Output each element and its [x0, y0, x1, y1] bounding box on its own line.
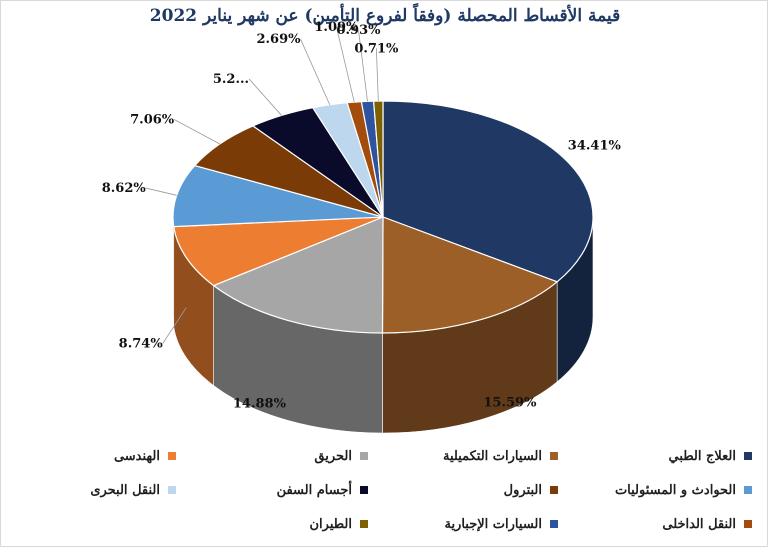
- slice-3-data-label: 14.88%: [233, 396, 287, 411]
- legend-item-3: الحريق: [314, 446, 368, 466]
- legend-label: الهندسى: [113, 448, 160, 464]
- slice-4-leader-line: [162, 307, 187, 344]
- slice-1-top: [382, 100, 594, 283]
- slice-5-top: [172, 164, 384, 228]
- chart-legend: العلاج الطبي السيارات التكميلية الحريق الهن…: [0, 440, 770, 540]
- legend-swatch: [744, 486, 752, 494]
- legend-item-2: السيارات التكميلية: [443, 446, 558, 466]
- legend-item-8: النقل البحرى: [90, 480, 176, 500]
- legend-label: السيارات التكميلية: [442, 448, 542, 464]
- legend-item-6: البترول: [504, 480, 558, 500]
- slice-6-leader-line: [173, 119, 221, 145]
- legend-label: النقل الداخلى: [662, 516, 736, 532]
- legend-swatch: [550, 520, 558, 528]
- slice-9-data-label: 1.09%: [314, 20, 359, 35]
- legend-item-1: العلاج الطبي: [668, 446, 752, 466]
- slice-5-side: [172, 216, 175, 327]
- legend-label: البترول: [503, 482, 542, 498]
- slice-5-data-label: 8.62%: [102, 181, 147, 196]
- slice-10-leader-line: [358, 30, 368, 102]
- slice-7-data-label: 5.2...: [213, 72, 249, 87]
- legend-label: العلاج الطبي: [668, 448, 736, 464]
- legend-label: الحريق: [314, 448, 352, 464]
- legend-swatch: [168, 486, 176, 494]
- slice-4-data-label: 8.74%: [119, 336, 164, 351]
- legend-label: الطيران: [309, 516, 353, 532]
- legend-swatch: [550, 486, 558, 494]
- legend-label: أجسام السفن: [276, 482, 352, 498]
- legend-swatch: [550, 452, 558, 460]
- legend-label: النقل البحرى: [90, 482, 160, 498]
- legend-swatch: [360, 452, 368, 460]
- slice-8-leader-line: [300, 38, 331, 105]
- slice-6-data-label: 7.06%: [130, 113, 175, 128]
- legend-item-7: أجسام السفن: [277, 480, 368, 500]
- slice-2-data-label: 15.59%: [483, 396, 537, 411]
- slice-3-top: [212, 216, 384, 334]
- legend-item-5: الحوادث و المسئوليات: [615, 480, 752, 500]
- slice-11-data-label: 0.71%: [354, 41, 399, 56]
- legend-item-4: الهندسى: [114, 446, 176, 466]
- slice-7-leader-line: [248, 78, 282, 116]
- legend-swatch: [744, 452, 752, 460]
- legend-swatch: [168, 452, 176, 460]
- legend-label: السيارات الإجبارية: [444, 516, 542, 532]
- slice-5-leader-line: [145, 187, 177, 196]
- slice-10-data-label: 0.93%: [336, 23, 381, 38]
- legend-label: الحوادث و المسئوليات: [614, 482, 736, 498]
- slice-11-leader-line: [375, 48, 379, 102]
- legend-item-9: النقل الداخلى: [662, 514, 752, 534]
- slice-11-top: [372, 100, 384, 218]
- slice-9-leader-line: [336, 26, 355, 103]
- legend-swatch: [360, 486, 368, 494]
- slice-1-data-label: 34.41%: [568, 139, 622, 154]
- legend-item-10: السيارات الإجبارية: [444, 514, 558, 534]
- chart-title: قيمة الأقساط المحصلة (وفقاً لفروع التأمي…: [149, 6, 621, 26]
- legend-swatch: [744, 520, 752, 528]
- slice-2-top: [381, 216, 559, 334]
- legend-item-11: الطيران: [309, 514, 368, 534]
- legend-swatch: [360, 520, 368, 528]
- slice-8-data-label: 2.69%: [256, 32, 301, 47]
- slice-4-top: [173, 216, 384, 287]
